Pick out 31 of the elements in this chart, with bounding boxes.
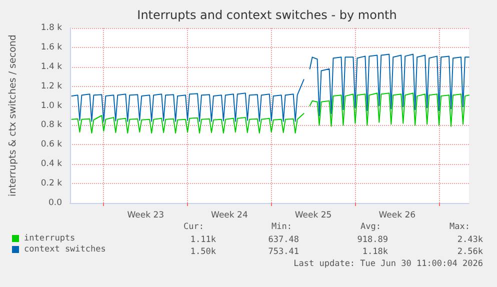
text: 918.89	[357, 235, 388, 245]
text: 1.18k	[362, 247, 388, 257]
y-tick-label: 0.0	[48, 198, 62, 208]
text: 753.41	[268, 247, 299, 257]
y-tick-label: 0.4 k	[40, 159, 62, 170]
text: Min:	[272, 222, 292, 232]
chart-title: Interrupts and context switches - by month	[137, 8, 397, 22]
x-tick-label: Week 25	[294, 210, 332, 220]
legend-label: context switches	[24, 244, 106, 254]
text: Avg:	[360, 222, 381, 232]
text: Max:	[450, 222, 470, 232]
legend-label: interrupts	[24, 234, 76, 244]
y-tick-label: 1.0 k	[40, 100, 62, 111]
y-axis-title: interrupts & ctx switches / second	[8, 34, 18, 196]
y-tick-label: 1.8 k	[40, 23, 62, 33]
y-tick-label: 0.8 k	[40, 120, 62, 130]
x-tick-label: Week 26	[378, 210, 416, 220]
text: Last update: Tue Jun 30 11:00:04 2026	[294, 259, 483, 269]
y-tick-label: 0.2 k	[40, 178, 62, 189]
y-tick-label: 1.2 k	[40, 81, 62, 92]
y-tick-label: 0.6 k	[40, 140, 62, 150]
x-tick-label: Week 24	[211, 210, 248, 220]
y-tick-label: 1.6 k	[40, 42, 62, 52]
y-tick-label: 1.4 k	[40, 62, 62, 72]
x-tick-label: Week 23	[127, 210, 164, 220]
text: 2.56k	[457, 247, 483, 257]
text: 1.11k	[190, 235, 216, 245]
text: 637.48	[268, 235, 299, 245]
text: 2.43k	[457, 235, 483, 245]
text: Cur:	[184, 222, 204, 232]
text: 1.50k	[190, 247, 216, 257]
